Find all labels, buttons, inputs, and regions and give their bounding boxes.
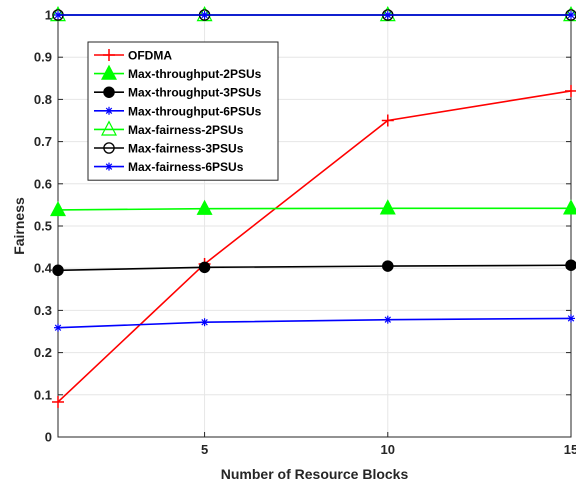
- legend-label: Max-fairness-6PSUs: [128, 160, 244, 174]
- x-tick-label: 15: [564, 442, 576, 457]
- legend-entry: Max-throughput-3PSUs: [94, 86, 262, 100]
- legend-marker: [105, 107, 113, 115]
- series-max-throughput-3psus: [52, 259, 576, 277]
- y-tick-label: 0: [45, 430, 52, 445]
- x-tick-label: 5: [201, 442, 208, 457]
- y-tick-label: 0.6: [34, 176, 52, 191]
- y-tick-label: 0.9: [34, 50, 52, 65]
- y-tick-label: 0.4: [34, 261, 53, 276]
- legend-entry: Max-fairness-6PSUs: [94, 160, 244, 174]
- legend-marker: [103, 86, 115, 98]
- legend-label: Max-throughput-2PSUs: [128, 67, 262, 81]
- data-point: [54, 11, 62, 19]
- legend-marker: [103, 142, 115, 154]
- series-line: [57, 90, 572, 403]
- legend-entry: Max-throughput-6PSUs: [94, 104, 262, 118]
- series-max-throughput-6psus: [54, 314, 575, 332]
- y-tick-label: 0.1: [34, 387, 52, 402]
- legend-entry: Max-fairness-2PSUs: [94, 120, 244, 137]
- legend-label: Max-throughput-6PSUs: [128, 104, 262, 118]
- legend-label: Max-fairness-3PSUs: [128, 142, 244, 156]
- data-point: [384, 316, 392, 323]
- series-line: [57, 207, 571, 211]
- legend-marker: [101, 64, 117, 80]
- series-ofdma: [52, 84, 576, 408]
- y-tick-label: 0.8: [34, 92, 52, 107]
- data-point: [382, 260, 394, 272]
- legend-label: Max-fairness-2PSUs: [128, 123, 244, 137]
- data-point: [567, 315, 575, 322]
- data-point: [384, 11, 392, 19]
- data-point: [54, 324, 62, 331]
- series-layer: [50, 6, 576, 408]
- data-point: [52, 264, 64, 277]
- legend: OFDMA Max-throughput-2PSUs Max-throughput-…: [87, 41, 279, 181]
- series-line: [57, 317, 572, 329]
- data-point: [50, 200, 66, 217]
- y-axis-label: Fairness: [11, 197, 27, 255]
- x-tick-label: 10: [381, 442, 395, 457]
- legend-entry: OFDMA: [94, 49, 172, 63]
- legend-label: OFDMA: [128, 49, 172, 63]
- data-point: [379, 199, 396, 215]
- legend-entry: Max-fairness-3PSUs: [94, 142, 244, 156]
- legend-box: [87, 41, 279, 181]
- legend-marker: [105, 163, 113, 170]
- data-point: [196, 199, 213, 215]
- data-point: [201, 11, 208, 19]
- x-axis-label: Number of Resource Blocks: [221, 466, 409, 482]
- series-line: [57, 264, 572, 272]
- y-tick-label: 1: [45, 8, 52, 23]
- y-tick-label: 0.5: [34, 219, 52, 234]
- y-tick-label: 0.7: [34, 134, 52, 149]
- data-point: [201, 318, 208, 326]
- data-point: [567, 11, 575, 19]
- data-point: [198, 261, 211, 274]
- y-tick-label: 0.2: [34, 345, 52, 360]
- data-point: [565, 259, 576, 271]
- legend-label: Max-throughput-3PSUs: [128, 86, 262, 100]
- y-tick-label: 0.3: [34, 303, 52, 318]
- series-max-throughput-2psus: [50, 199, 576, 217]
- series-max-fairness-6psus: [54, 11, 575, 19]
- data-point: [563, 199, 576, 215]
- legend-entry: Max-throughput-2PSUs: [94, 64, 262, 81]
- legend-marker: [101, 120, 117, 136]
